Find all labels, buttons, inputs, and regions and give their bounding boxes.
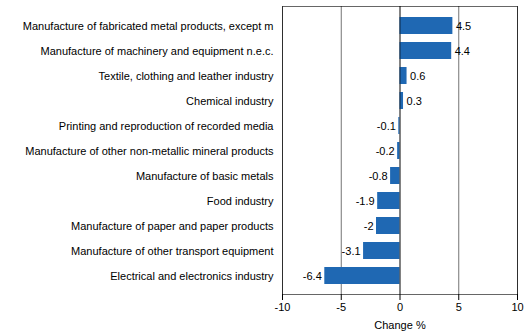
svg-text:Change %: Change % xyxy=(374,319,426,331)
svg-text:0: 0 xyxy=(397,301,403,313)
svg-text:-10: -10 xyxy=(275,301,291,313)
svg-text:4.5: 4.5 xyxy=(456,20,471,32)
svg-text:10: 10 xyxy=(511,301,523,313)
svg-text:-0.8: -0.8 xyxy=(369,170,388,182)
svg-text:4.4: 4.4 xyxy=(455,45,470,57)
svg-text:Food industry: Food industry xyxy=(207,195,274,207)
svg-text:Textile, clothing and leather: Textile, clothing and leather industry xyxy=(99,70,274,82)
svg-text:Manufacture of fabricated meta: Manufacture of fabricated metal products… xyxy=(23,20,274,32)
svg-text:0.3: 0.3 xyxy=(407,95,422,107)
svg-text:Electrical and electronics ind: Electrical and electronics industry xyxy=(110,270,274,282)
svg-text:Manufacture of basic metals: Manufacture of basic metals xyxy=(136,170,274,182)
svg-text:-3.1: -3.1 xyxy=(342,245,361,257)
svg-text:Manufacture of paper and paper: Manufacture of paper and paper products xyxy=(71,220,274,232)
svg-text:-6.4: -6.4 xyxy=(303,270,322,282)
svg-text:Chemical industry: Chemical industry xyxy=(186,95,274,107)
svg-text:-2: -2 xyxy=(364,220,374,232)
svg-text:0.6: 0.6 xyxy=(410,70,425,82)
svg-text:-5: -5 xyxy=(336,301,346,313)
svg-text:Manufacture of other non-metal: Manufacture of other non-metallic minera… xyxy=(25,145,274,157)
svg-text:Printing and reproduction of r: Printing and reproduction of recorded me… xyxy=(59,120,275,132)
svg-text:5: 5 xyxy=(456,301,462,313)
svg-text:-1.9: -1.9 xyxy=(356,195,375,207)
svg-text:Manufacture of other transport: Manufacture of other transport equipment xyxy=(71,245,273,257)
svg-text:-0.2: -0.2 xyxy=(376,145,395,157)
svg-text:Manufacture of machinery and e: Manufacture of machinery and equipment n… xyxy=(41,45,274,57)
svg-text:-0.1: -0.1 xyxy=(377,120,396,132)
